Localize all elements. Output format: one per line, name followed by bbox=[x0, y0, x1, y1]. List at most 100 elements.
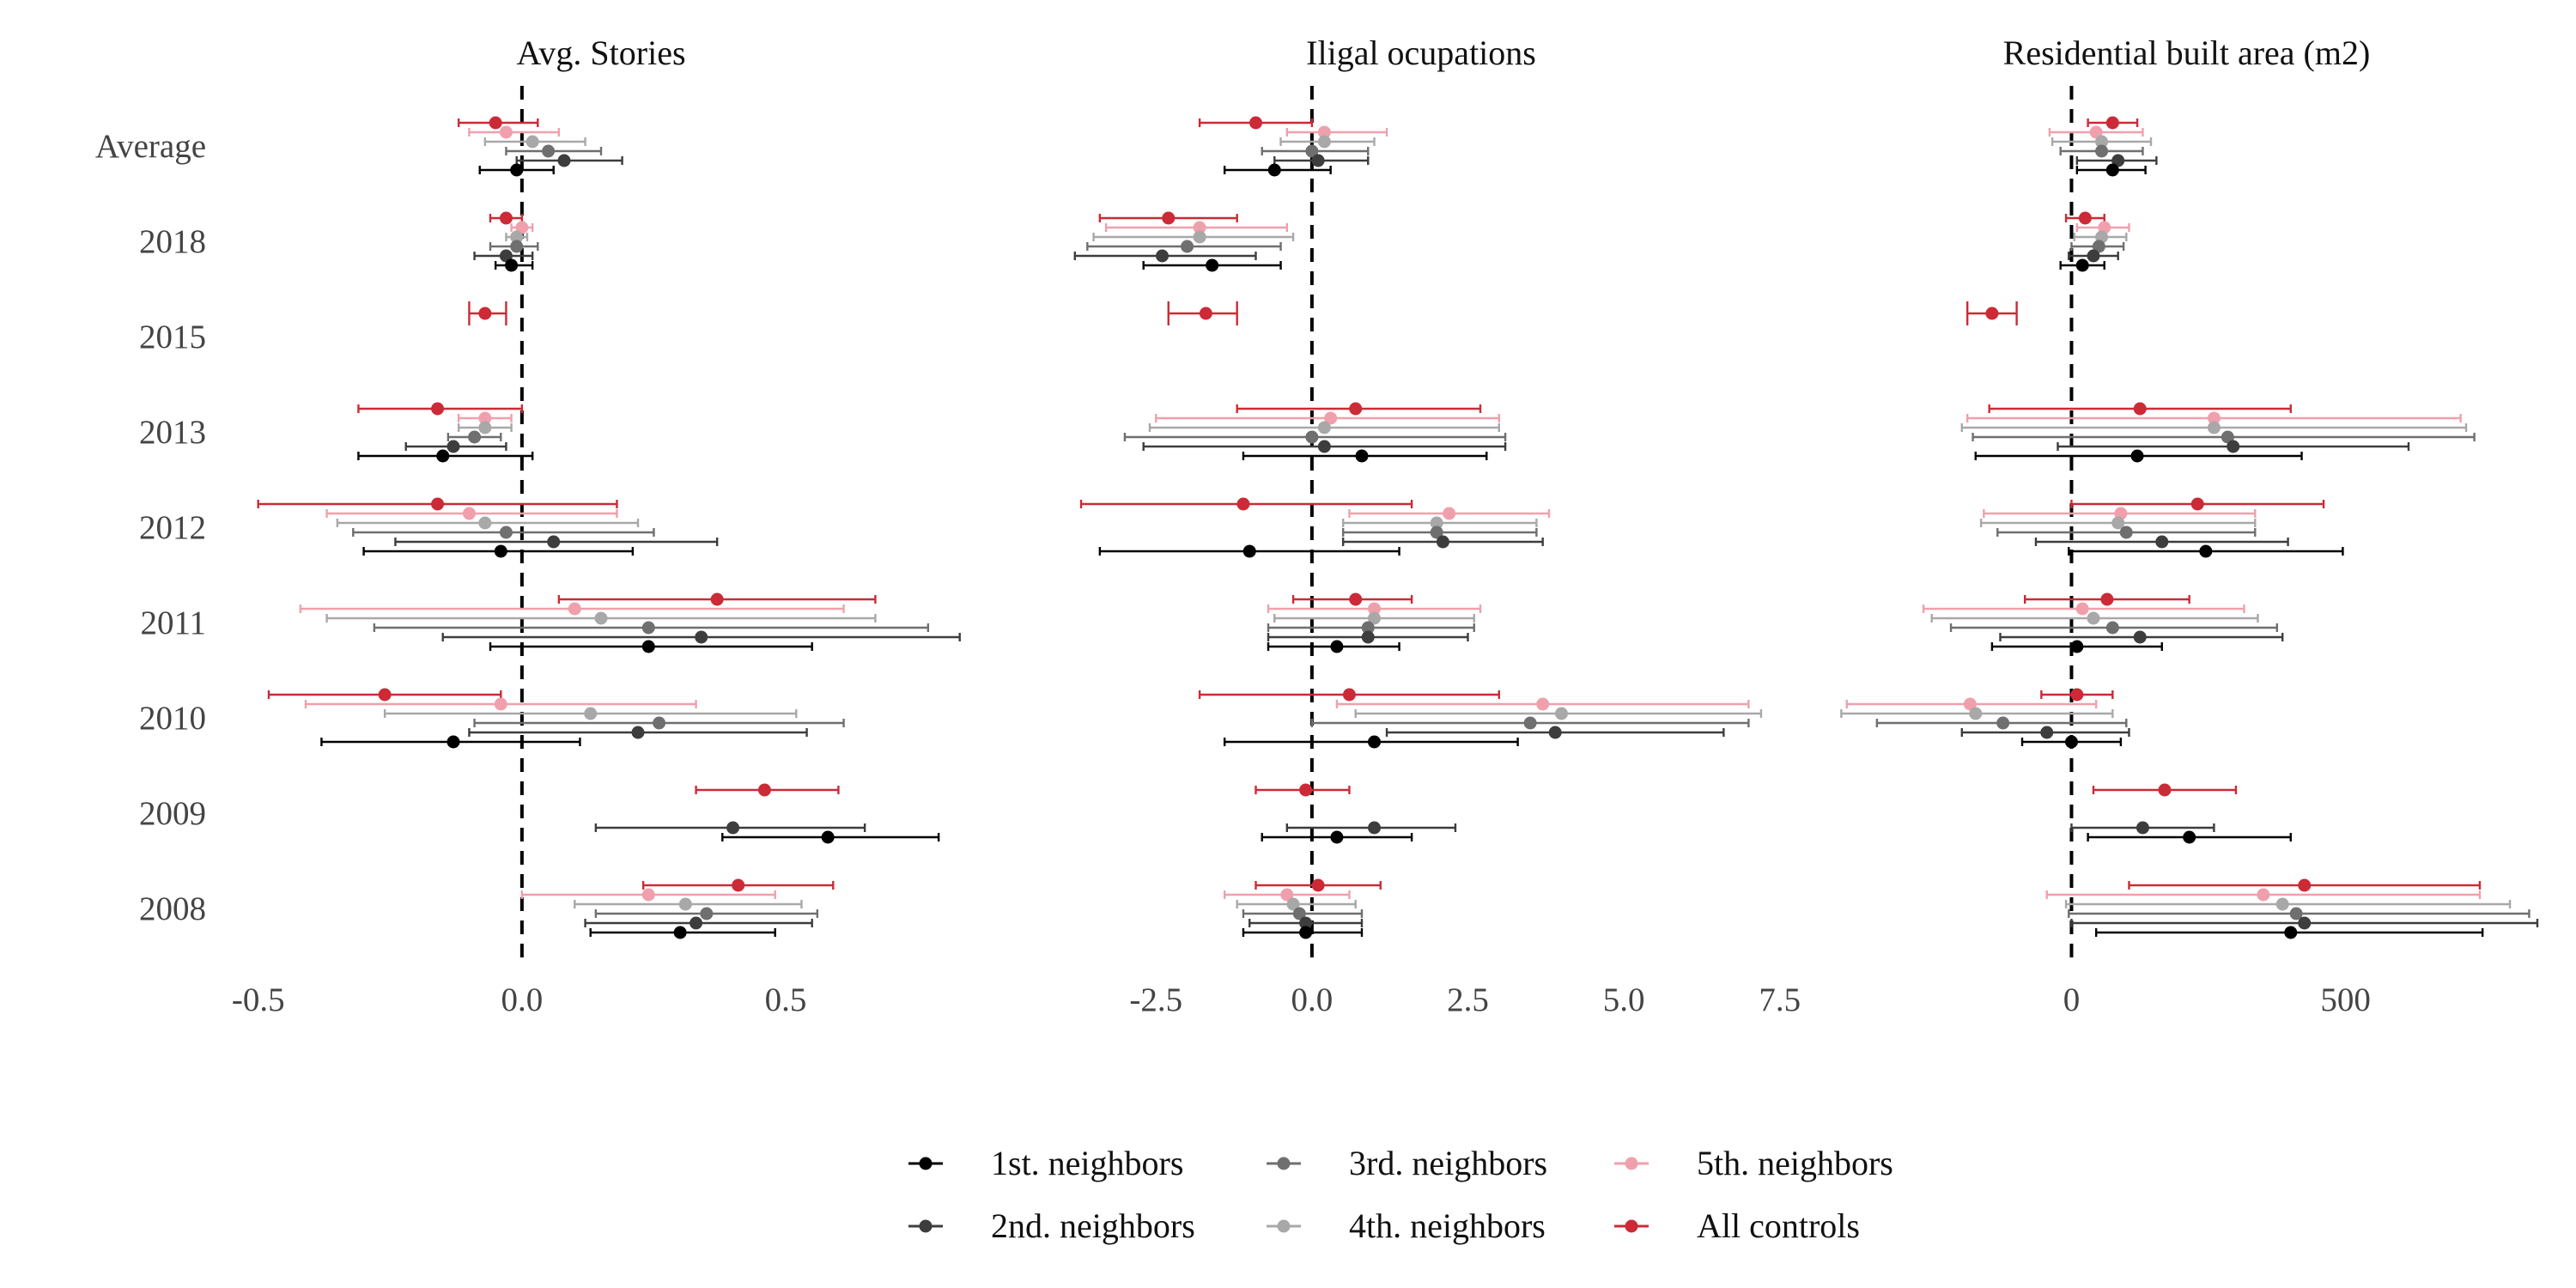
point-estimate-2nd-neighbors bbox=[695, 630, 708, 644]
point-estimate-1st-neighbors bbox=[436, 449, 450, 463]
point-estimate-all-controls bbox=[1349, 402, 1363, 416]
point-estimate-4th-neighbors bbox=[1368, 611, 1382, 625]
point-estimate-2nd-neighbors bbox=[2227, 440, 2240, 453]
point-estimate-4th-neighbors bbox=[1430, 516, 1443, 530]
point-estimate-2nd-neighbors bbox=[447, 440, 460, 453]
row-label-2010: 2010 bbox=[139, 700, 206, 737]
point-estimate-all-controls bbox=[1199, 307, 1212, 320]
point-estimate-2nd-neighbors bbox=[1361, 630, 1375, 644]
point-estimate-1st-neighbors bbox=[2075, 258, 2089, 272]
legend-label: All controls bbox=[1697, 1206, 1860, 1245]
point-estimate-2nd-neighbors bbox=[1317, 440, 1331, 453]
point-estimate-5th-neighbors bbox=[1536, 697, 1550, 711]
point-estimate-1st-neighbors bbox=[2064, 735, 2078, 749]
point-estimate-4th-neighbors bbox=[2207, 421, 2221, 434]
point-estimate-3rd-neighbors bbox=[542, 144, 556, 158]
point-estimate-4th-neighbors bbox=[2095, 135, 2109, 149]
point-estimate-all-controls bbox=[1299, 783, 1313, 797]
point-estimate-5th-neighbors bbox=[1963, 697, 1977, 711]
row-label-2009: 2009 bbox=[139, 795, 206, 832]
point-estimate-4th-neighbors bbox=[2111, 516, 2125, 530]
point-estimate-4th-neighbors bbox=[594, 611, 608, 625]
point-estimate-2nd-neighbors bbox=[726, 821, 740, 835]
point-estimate-3rd-neighbors bbox=[2105, 621, 2119, 635]
point-estimate-3rd-neighbors bbox=[1305, 430, 1319, 444]
point-estimate-all-controls bbox=[1249, 116, 1262, 130]
x-tick-label: 500 bbox=[2320, 981, 2371, 1018]
legend-key-point bbox=[1277, 1157, 1291, 1170]
point-estimate-3rd-neighbors bbox=[641, 621, 655, 635]
legend-label: 1st. neighbors bbox=[991, 1144, 1183, 1182]
point-estimate-2nd-neighbors bbox=[1156, 249, 1170, 263]
point-estimate-1st-neighbors bbox=[1330, 640, 1344, 653]
point-estimate-3rd-neighbors bbox=[653, 716, 666, 730]
point-estimate-3rd-neighbors bbox=[2221, 430, 2234, 444]
point-estimate-1st-neighbors bbox=[1242, 544, 1256, 558]
row-label-2011: 2011 bbox=[140, 605, 206, 641]
point-estimate-all-controls bbox=[710, 592, 724, 606]
point-estimate-4th-neighbors bbox=[478, 516, 492, 530]
point-estimate-4th-neighbors bbox=[678, 897, 692, 911]
point-estimate-all-controls bbox=[478, 307, 492, 320]
point-estimate-5th-neighbors bbox=[499, 125, 513, 139]
x-tick-label: 0.5 bbox=[765, 981, 807, 1018]
point-estimate-3rd-neighbors bbox=[510, 240, 524, 253]
point-estimate-1st-neighbors bbox=[2130, 449, 2144, 463]
x-tick-label: -2.5 bbox=[1129, 981, 1182, 1018]
point-estimate-3rd-neighbors bbox=[499, 526, 513, 539]
point-estimate-5th-neighbors bbox=[478, 411, 492, 425]
point-estimate-4th-neighbors bbox=[510, 230, 524, 244]
legend-label: 3rd. neighbors bbox=[1349, 1144, 1547, 1182]
row-label-2015: 2015 bbox=[139, 319, 206, 355]
point-estimate-2nd-neighbors bbox=[499, 249, 513, 263]
point-estimate-all-controls bbox=[1985, 307, 1999, 320]
point-estimate-5th-neighbors bbox=[1368, 602, 1382, 616]
point-estimate-4th-neighbors bbox=[1554, 707, 1568, 720]
point-estimate-4th-neighbors bbox=[526, 135, 539, 149]
point-estimate-1st-neighbors bbox=[1330, 830, 1344, 844]
point-estimate-all-controls bbox=[489, 116, 502, 130]
legend-key-point bbox=[1625, 1219, 1638, 1233]
legend-item-5th-neighbors: 5th. neighbors bbox=[1614, 1144, 1893, 1182]
x-tick-label: 0.0 bbox=[1291, 981, 1333, 1018]
point-estimate-3rd-neighbors bbox=[1181, 240, 1194, 253]
point-estimate-all-controls bbox=[378, 688, 392, 702]
point-estimate-1st-neighbors bbox=[510, 163, 524, 177]
point-estimate-1st-neighbors bbox=[641, 640, 655, 653]
point-estimate-3rd-neighbors bbox=[700, 907, 714, 920]
legend-item-1st-neighbors: 1st. neighbors bbox=[908, 1144, 1183, 1182]
point-estimate-5th-neighbors bbox=[1280, 888, 1294, 902]
point-estimate-3rd-neighbors bbox=[1996, 716, 2010, 730]
point-estimate-all-controls bbox=[757, 783, 771, 797]
legend: 1st. neighbors 3rd. neighbors 5th. neighbo… bbox=[908, 1144, 1893, 1245]
legend-key-point bbox=[919, 1157, 933, 1170]
x-tick-label: 5.0 bbox=[1603, 981, 1645, 1018]
point-estimate-2nd-neighbors bbox=[631, 726, 645, 739]
panel-title: Residential built area (m2) bbox=[2003, 33, 2371, 72]
point-estimate-1st-neighbors bbox=[1368, 735, 1382, 749]
point-estimate-2nd-neighbors bbox=[690, 916, 703, 930]
point-estimate-1st-neighbors bbox=[2183, 830, 2196, 844]
point-estimate-3rd-neighbors bbox=[468, 430, 482, 444]
panel-residential-built-area-m2: Residential built area (m2) 0 500 bbox=[1840, 33, 2539, 1018]
point-estimate-1st-neighbors bbox=[2199, 544, 2213, 558]
point-estimate-all-controls bbox=[1236, 497, 1250, 511]
point-estimate-5th-neighbors bbox=[1324, 411, 1338, 425]
legend-key-point bbox=[1625, 1157, 1638, 1170]
point-estimate-1st-neighbors bbox=[447, 735, 460, 749]
point-estimate-5th-neighbors bbox=[1193, 221, 1206, 234]
point-estimate-3rd-neighbors bbox=[2119, 526, 2133, 539]
point-estimate-4th-neighbors bbox=[1317, 421, 1331, 434]
point-estimate-1st-neighbors bbox=[2070, 640, 2084, 653]
panel-avg-stories: Avg. Stories -0.5 0.0 0.5 bbox=[232, 33, 961, 1018]
point-estimate-4th-neighbors bbox=[1317, 135, 1331, 149]
point-estimate-all-controls bbox=[499, 211, 513, 225]
point-estimate-5th-neighbors bbox=[462, 507, 476, 520]
row-label-2012: 2012 bbox=[139, 509, 206, 546]
point-estimate-3rd-neighbors bbox=[1361, 621, 1375, 635]
point-estimate-5th-neighbors bbox=[1443, 507, 1456, 520]
legend-item-4th-neighbors: 4th. neighbors bbox=[1267, 1206, 1546, 1245]
point-estimate-4th-neighbors bbox=[1286, 897, 1300, 911]
point-estimate-3rd-neighbors bbox=[1292, 907, 1306, 920]
